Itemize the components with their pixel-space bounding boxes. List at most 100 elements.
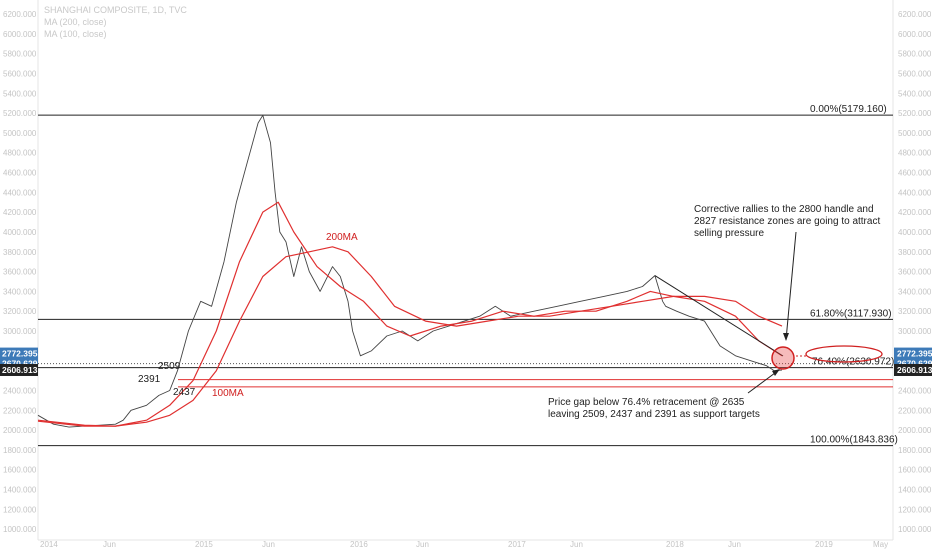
y-tick-label-right: 6200.000 xyxy=(898,10,932,19)
annotation-resistance: Corrective rallies to the 2800 handle an… xyxy=(694,204,880,341)
y-tick-label-right: 6000.000 xyxy=(898,30,932,39)
y-tick-label-right: 5400.000 xyxy=(898,89,932,98)
y-tick-label-left: 4400.000 xyxy=(3,188,37,197)
x-tick-label: 2014 xyxy=(40,540,58,549)
fib-76-highlight-ellipse xyxy=(805,345,883,363)
y-tick-label-left: 1000.000 xyxy=(3,525,37,534)
series-layer xyxy=(37,114,784,428)
x-tick-label: Jun xyxy=(416,540,429,549)
level-label-2509: 2509 xyxy=(158,361,181,372)
x-tick-label: Jun xyxy=(103,540,116,549)
x-tick-label: Jun xyxy=(728,540,741,549)
fib-label: 0.00%(5179.160) xyxy=(810,104,887,115)
y-tick-label-right: 1000.000 xyxy=(898,525,932,534)
ma100-legend: MA (100, close) xyxy=(44,29,107,39)
y-tick-label-left: 3400.000 xyxy=(3,287,37,296)
y-tick-label-left: 3200.000 xyxy=(3,307,37,316)
price-badge-left xyxy=(0,347,38,360)
y-tick-label-left: 2000.000 xyxy=(3,426,37,435)
annotation-price-gap: Price gap below 76.4% retracement @ 2635… xyxy=(548,369,780,420)
level-label-2437: 2437 xyxy=(173,387,196,398)
ma-line xyxy=(37,201,783,427)
y-tick-label-left: 1400.000 xyxy=(3,486,37,495)
support-lines xyxy=(38,363,893,388)
gap-highlight-circle xyxy=(771,346,795,370)
annotation-resistance-line-1: Corrective rallies to the 2800 handle an… xyxy=(694,204,874,215)
y-axis-right: 6200.000 6000.000 5800.000 5600.000 5400.000… xyxy=(898,10,932,534)
ma100-label: 100MA xyxy=(212,388,244,399)
price-badge-right xyxy=(894,347,932,360)
y-tick-label-right: 1200.000 xyxy=(898,505,932,514)
y-tick-label-right: 1600.000 xyxy=(898,466,932,475)
y-tick-label-right: 4200.000 xyxy=(898,208,932,217)
trend-line xyxy=(654,275,784,357)
y-tick-label-right: 4600.000 xyxy=(898,169,932,178)
y-tick-label-right: 3000.000 xyxy=(898,327,932,336)
annotation-resistance-line-2: 2827 resistance zones are going to attra… xyxy=(694,216,880,227)
y-tick-label-left: 6200.000 xyxy=(3,10,37,19)
x-tick-label: 2015 xyxy=(195,540,213,549)
y-tick-label-left: 5000.000 xyxy=(3,129,37,138)
y-tick-label-left: 6000.000 xyxy=(3,30,37,39)
y-tick-label-left: 1800.000 xyxy=(3,446,37,455)
x-tick-label: May xyxy=(873,540,888,549)
ma-line xyxy=(37,246,783,427)
y-tick-label-right: 3400.000 xyxy=(898,287,932,296)
y-tick-label-left: 5800.000 xyxy=(3,50,37,59)
x-tick-label: 2019 xyxy=(815,540,833,549)
x-tick-label: 2018 xyxy=(666,540,684,549)
y-tick-label-right: 3600.000 xyxy=(898,268,932,277)
fibonacci-levels: 0.00%(5179.160)61.80%(3117.930)76.40%(26… xyxy=(38,104,898,447)
price-badges: 2772.3952772.3952676.6152676.6152670.629… xyxy=(0,347,932,376)
price-badge-left-label: 2670.629 xyxy=(2,359,38,369)
y-tick-label-left: 1600.000 xyxy=(3,466,37,475)
price-line xyxy=(37,114,783,428)
annotation-gap-line-1: Price gap below 76.4% retracement @ 2635 xyxy=(548,397,745,408)
price-badge-right xyxy=(894,363,932,376)
x-tick-label: 2016 xyxy=(350,540,368,549)
ma200-label: 200MA xyxy=(326,232,358,243)
y-tick-label-right: 1800.000 xyxy=(898,446,932,455)
price-badge-right-label: 2772.395 xyxy=(897,349,932,359)
y-tick-label-right: 4400.000 xyxy=(898,188,932,197)
y-tick-label-left: 2400.000 xyxy=(3,386,37,395)
arrow-head-icon xyxy=(772,369,780,376)
y-tick-label-right: 3200.000 xyxy=(898,307,932,316)
price-badge-left-label: 2772.395 xyxy=(2,349,38,359)
y-tick-label-left: 4600.000 xyxy=(3,169,37,178)
y-tick-label-right: 5200.000 xyxy=(898,109,932,118)
y-tick-label-left: 3000.000 xyxy=(3,327,37,336)
annotation-gap-line-2: leaving 2509, 2437 and 2391 as support t… xyxy=(548,409,760,420)
price-badge-right-label: 2670.629 xyxy=(897,359,932,369)
y-tick-label-right: 5800.000 xyxy=(898,50,932,59)
y-tick-label-left: 4200.000 xyxy=(3,208,37,217)
y-tick-label-left: 4800.000 xyxy=(3,149,37,158)
y-tick-label-left: 4000.000 xyxy=(3,228,37,237)
level-label-2391: 2391 xyxy=(138,374,161,385)
y-tick-label-left: 1200.000 xyxy=(3,505,37,514)
y-tick-label-right: 2400.000 xyxy=(898,386,932,395)
plot-frame xyxy=(37,0,894,541)
y-tick-label-left: 5200.000 xyxy=(3,109,37,118)
y-tick-label-right: 1400.000 xyxy=(898,486,932,495)
y-tick-label-left: 3800.000 xyxy=(3,248,37,257)
y-tick-label-right: 2000.000 xyxy=(898,426,932,435)
y-tick-label-left: 3600.000 xyxy=(3,268,37,277)
annotation-resistance-line-3: selling pressure xyxy=(694,228,764,239)
chart-symbol-title: SHANGHAI COMPOSITE, 1D, TVC xyxy=(44,5,187,15)
y-tick-label-right: 5000.000 xyxy=(898,129,932,138)
annotation-resistance-arrow xyxy=(785,231,797,341)
y-axis-left: 6200.000 6000.000 5800.000 5600.000 5400.000… xyxy=(3,10,37,534)
fib-label: 61.80%(3117.930) xyxy=(810,308,892,319)
x-tick-label: Jun xyxy=(570,540,583,549)
y-tick-label-right: 2200.000 xyxy=(898,406,932,415)
arrow-head-icon xyxy=(783,333,789,341)
y-tick-label-left: 5600.000 xyxy=(3,69,37,78)
x-tick-label: 2017 xyxy=(508,540,526,549)
x-tick-label: Jun xyxy=(262,540,275,549)
ma200-legend: MA (200, close) xyxy=(44,17,107,27)
x-axis: 2014 Jun 2015 Jun 2016 Jun 2017 Jun 2018 Jun 2019 M… xyxy=(40,540,888,549)
price-badge-left xyxy=(0,363,38,376)
y-tick-label-left: 2200.000 xyxy=(3,406,37,415)
